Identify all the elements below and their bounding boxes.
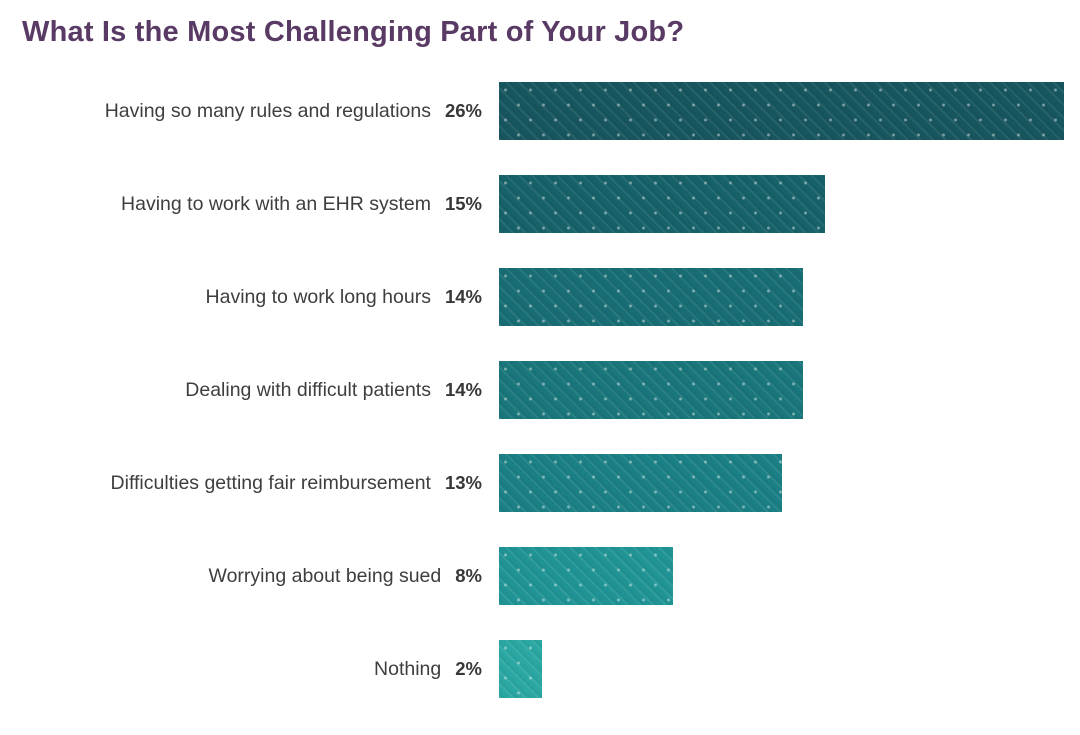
bar-value-label: 26% — [444, 100, 482, 121]
bar — [499, 640, 542, 698]
bar-category-label: Difficulties getting fair reimbursement — [110, 471, 431, 494]
bar-row: Having so many rules and regulations 26% — [0, 82, 1080, 140]
chart-title: What Is the Most Challenging Part of You… — [22, 16, 685, 48]
bar-value-label: 15% — [444, 193, 482, 214]
bar-row: Dealing with difficult patients 14% — [0, 361, 1080, 419]
bar-value-label: 14% — [444, 286, 482, 307]
bar-label-group: Nothing 2% — [0, 658, 482, 681]
bar-value-label: 14% — [444, 379, 482, 400]
bar-label-group: Dealing with difficult patients 14% — [0, 379, 482, 402]
bar-value-label: 2% — [455, 658, 482, 679]
bar-label-group: Difficulties getting fair reimbursement 1… — [0, 472, 482, 495]
bar — [499, 361, 803, 419]
bar-row: Difficulties getting fair reimbursement 1… — [0, 454, 1080, 512]
bar-label-group: Having to work with an EHR system 15% — [0, 193, 482, 216]
bar — [499, 82, 1064, 140]
bar-category-label: Dealing with difficult patients — [185, 378, 431, 401]
bar-value-label: 8% — [455, 565, 482, 586]
bar-row: Nothing 2% — [0, 640, 1080, 698]
bar-label-group: Having to work long hours 14% — [0, 286, 482, 309]
bar — [499, 454, 782, 512]
bar-label-group: Worrying about being sued 8% — [0, 565, 482, 588]
bar-value-label: 13% — [444, 472, 482, 493]
bar-category-label: Nothing — [374, 657, 442, 680]
bar-row: Having to work long hours 14% — [0, 268, 1080, 326]
bar-category-label: Having to work with an EHR system — [121, 192, 431, 215]
bar — [499, 547, 673, 605]
bar — [499, 175, 825, 233]
bar — [499, 268, 803, 326]
bar-category-label: Worrying about being sued — [208, 564, 442, 587]
bar-rows: Having so many rules and regulations 26% H… — [0, 82, 1080, 733]
bar-row: Having to work with an EHR system 15% — [0, 175, 1080, 233]
bar-label-group: Having so many rules and regulations 26% — [0, 100, 482, 123]
bar-category-label: Having so many rules and regulations — [104, 99, 431, 122]
bar-row: Worrying about being sued 8% — [0, 547, 1080, 605]
bar-category-label: Having to work long hours — [205, 285, 431, 308]
